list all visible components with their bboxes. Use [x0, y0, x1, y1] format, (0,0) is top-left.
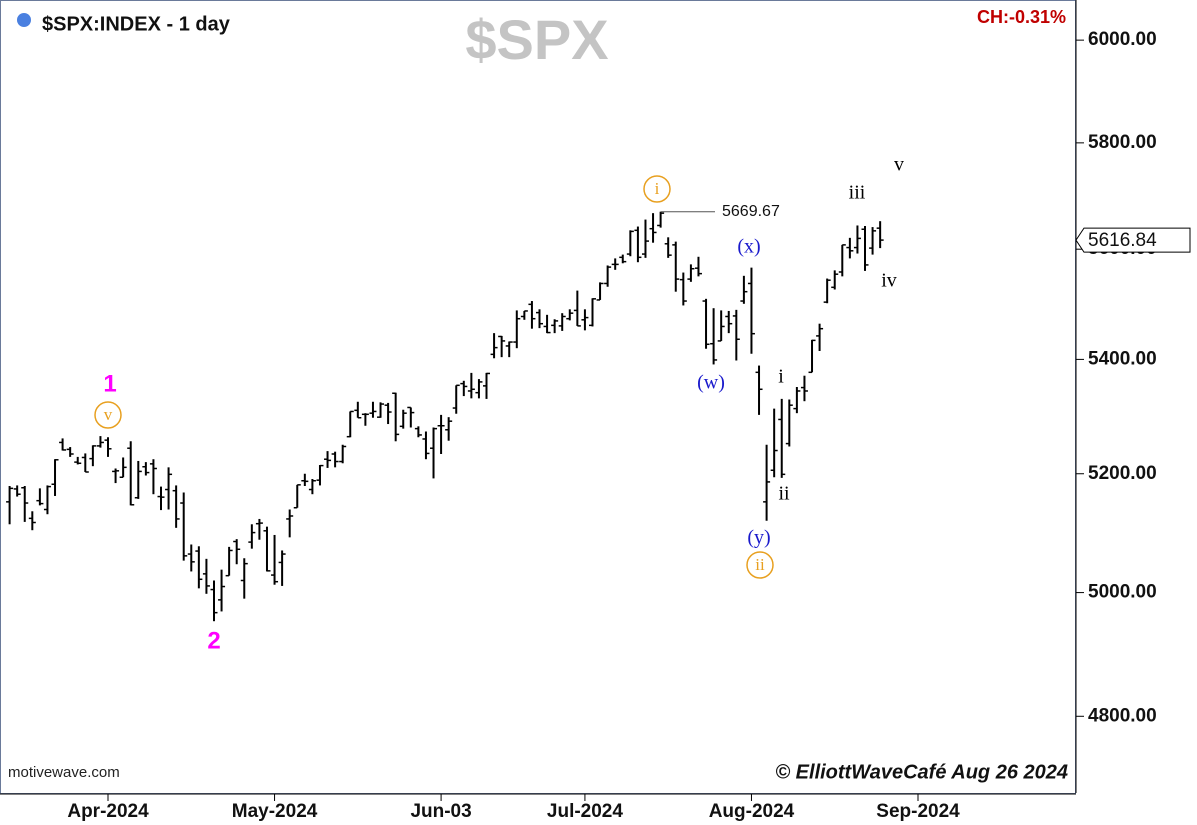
x-tick-label: May-2024 — [232, 801, 318, 822]
y-tick-label: 5000.00 — [1088, 582, 1157, 603]
wave-circle — [643, 175, 671, 203]
y-tick-label: 6000.00 — [1088, 29, 1157, 50]
change-label: CH:-0.31% — [977, 7, 1066, 27]
x-tick-label: Sep-2024 — [876, 801, 960, 822]
wave-label: (y) — [747, 527, 770, 549]
wave-circle — [746, 551, 774, 579]
wave-label: 1 — [103, 370, 116, 397]
x-tick-label: Apr-2024 — [67, 801, 149, 822]
wave-label: ii — [778, 483, 790, 505]
wave-label: v — [104, 405, 113, 424]
high-label: 5669.67 — [722, 203, 780, 220]
wave-label: v — [894, 154, 904, 176]
x-tick-label: Jul-2024 — [547, 801, 623, 822]
wave-label: ii — [755, 555, 765, 574]
wave-label: 2 — [207, 627, 220, 654]
wave-label: iv — [881, 270, 897, 292]
y-tick-label: 5800.00 — [1088, 132, 1157, 153]
wave-label: (w) — [697, 372, 725, 394]
source-label: motivewave.com — [8, 764, 120, 781]
wave-label: i — [655, 179, 660, 198]
status-dot — [17, 13, 31, 27]
wave-circle — [94, 401, 122, 429]
y-tick-label: 5400.00 — [1088, 348, 1157, 369]
chart-title: $SPX:INDEX - 1 day — [42, 13, 231, 35]
price-box — [1075, 227, 1191, 253]
wave-label: iii — [849, 182, 866, 204]
plot-frame — [0, 0, 1076, 794]
x-tick-label: Aug-2024 — [709, 801, 795, 822]
credit-label: © ElliottWaveCafé Aug 26 2024 — [775, 761, 1068, 783]
watermark: $SPX — [465, 8, 608, 71]
wave-label: i — [778, 366, 784, 388]
price-label: 5616.84 — [1088, 230, 1157, 251]
y-tick-label: 4800.00 — [1088, 705, 1157, 726]
x-tick-label: Jun-03 — [410, 801, 471, 822]
y-tick-label: 5200.00 — [1088, 463, 1157, 484]
wave-label: (x) — [737, 236, 760, 258]
